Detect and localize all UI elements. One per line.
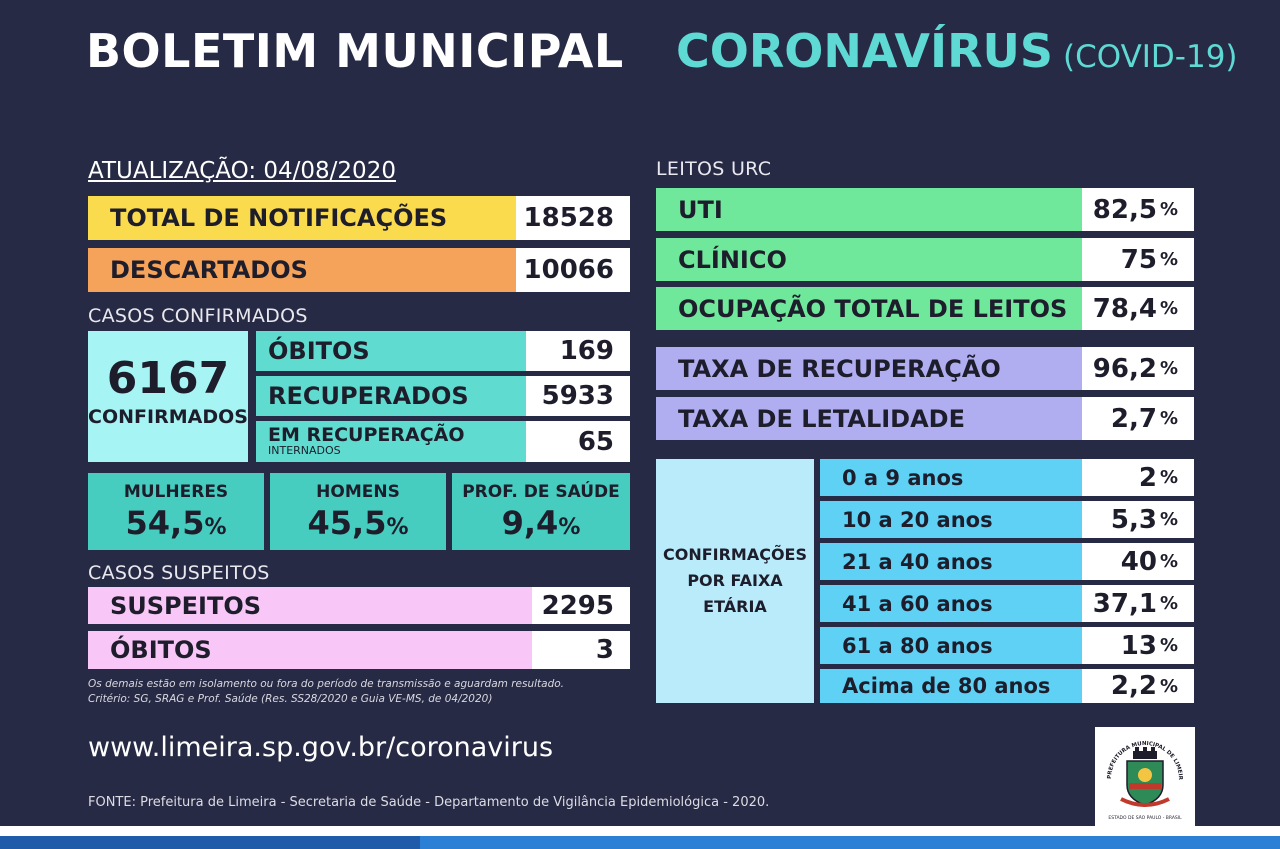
susp-obitos-value: 3 (532, 631, 630, 669)
prof-saude-unit: % (558, 515, 581, 540)
prof-saude-box: PROF. DE SAÚDE 9,4% (452, 473, 630, 550)
coat-of-arms-icon: PREFEITURA MUNICIPAL DE LIMEIRA ESTADO D… (1093, 723, 1183, 821)
taxa-recuperacao-unit: % (1159, 358, 1178, 379)
section-suspeitos: CASOS SUSPEITOS (88, 562, 270, 584)
homens-unit: % (386, 515, 409, 540)
faixa-row-0-unit: % (1159, 467, 1178, 488)
clinico-value: 75 (1120, 244, 1157, 275)
taxa-recuperacao-value: 96,2 (1092, 353, 1157, 384)
uti-value: 82,5 (1092, 194, 1157, 225)
ocupacao-label: OCUPAÇÃO TOTAL DE LEITOS (656, 287, 1082, 330)
source-note: FONTE: Prefeitura de Limeira - Secretari… (88, 795, 770, 810)
confirmados-box: 6167 CONFIRMADOS (88, 331, 248, 462)
footer-stripe-white (0, 826, 1280, 836)
descartados-label: DESCARTADOS (88, 248, 516, 292)
mulheres-value: 54,5 (125, 504, 205, 542)
faixa-row-2-label: 21 a 40 anos (820, 543, 1082, 580)
taxa-letalidade-unit: % (1159, 408, 1178, 429)
mulheres-unit: % (204, 515, 227, 540)
faixa-row-3-unit: % (1159, 593, 1178, 614)
faixa-row-5-unit: % (1159, 675, 1178, 697)
website-url: www.limeira.sp.gov.br/coronavirus (88, 732, 554, 763)
covid-title-main: CORONAVÍRUS (676, 24, 1053, 78)
covid-title-sub: (COVID-19) (1062, 39, 1238, 75)
faixa-title-line-2: POR FAIXA (687, 571, 783, 590)
faixa-row-2-unit: % (1159, 551, 1178, 572)
taxa-letalidade-value: 2,7 (1110, 403, 1157, 434)
ocupacao-unit: % (1159, 298, 1178, 319)
mulheres-value-wrap: 54,5% (88, 504, 264, 542)
faixa-row-4-unit: % (1159, 635, 1178, 656)
faixa-row-3-value-box: 37,1% (1082, 585, 1194, 622)
em-recuperacao-sublabel: INTERNADOS (268, 444, 341, 457)
prefeitura-logo: PREFEITURA MUNICIPAL DE LIMEIRA ESTADO D… (1093, 723, 1195, 827)
section-leitos: LEITOS URC (656, 158, 772, 180)
uti-value-box: 82,5% (1082, 188, 1194, 231)
faixa-row-3-label: 41 a 60 anos (820, 585, 1082, 622)
faixa-row-1-value-box: 5,3% (1082, 501, 1194, 538)
covid-title: CORONAVÍRUS (COVID-19) (676, 24, 1238, 78)
taxa-letalidade-label: TAXA DE LETALIDADE (656, 397, 1082, 440)
clinico-value-box: 75% (1082, 238, 1194, 281)
faixa-row-0-value-box: 2% (1082, 459, 1194, 496)
note-line-1: Os demais estão em isolamento ou fora do… (88, 678, 565, 690)
section-confirmados: CASOS CONFIRMADOS (88, 305, 308, 327)
prof-saude-value: 9,4 (501, 504, 559, 542)
suspeitos-value: 2295 (532, 587, 630, 624)
faixa-row-1-unit: % (1159, 509, 1178, 530)
note-line-2: Critério: SG, SRAG e Prof. Saúde (Res. S… (88, 693, 493, 705)
taxa-recuperacao-value-box: 96,2% (1082, 347, 1194, 390)
recuperados-value: 5933 (526, 376, 630, 416)
faixa-row-1-value: 5,3 (1110, 504, 1157, 535)
faixa-row-0-value: 2 (1138, 462, 1157, 493)
faixa-row-1-label: 10 a 20 anos (820, 501, 1082, 538)
faixa-row-5-value-box: 2,2% (1082, 669, 1194, 703)
taxa-recuperacao-label: TAXA DE RECUPERAÇÃO (656, 347, 1082, 390)
descartados-value: 10066 (516, 248, 630, 292)
susp-obitos-label: ÓBITOS (88, 631, 532, 669)
mulheres-box: MULHERES 54,5% (88, 473, 264, 550)
logo-text-bottom: ESTADO DE SÃO PAULO - BRASIL (1108, 814, 1182, 821)
uti-label: UTI (656, 188, 1082, 231)
prof-saude-value-wrap: 9,4% (452, 504, 630, 542)
prof-saude-label: PROF. DE SAÚDE (462, 482, 620, 502)
ocupacao-value: 78,4 (1092, 293, 1157, 324)
faixa-row-4-label: 61 a 80 anos (820, 627, 1082, 664)
homens-value: 45,5 (307, 504, 387, 542)
homens-label: HOMENS (316, 482, 400, 502)
uti-unit: % (1159, 199, 1178, 220)
faixa-row-5-label: Acima de 80 anos (820, 669, 1082, 703)
faixa-row-4-value: 13 (1120, 630, 1157, 661)
homens-value-wrap: 45,5% (270, 504, 446, 542)
page-title: BOLETIM MUNICIPAL (86, 24, 624, 78)
recuperados-label: RECUPERADOS (256, 376, 526, 416)
em-recuperacao-value: 65 (526, 421, 630, 462)
ocupacao-value-box: 78,4% (1082, 287, 1194, 330)
confirmados-total: 6167 (106, 353, 230, 404)
clinico-unit: % (1159, 249, 1178, 270)
taxa-letalidade-value-box: 2,7% (1082, 397, 1194, 440)
homens-box: HOMENS 45,5% (270, 473, 446, 550)
conf-obitos-value: 169 (526, 331, 630, 371)
faixa-title-line-1: CONFIRMAÇÕES (662, 545, 808, 564)
faixa-row-5-value: 2,2 (1110, 671, 1157, 701)
conf-obitos-label: ÓBITOS (256, 331, 526, 371)
footer-stripe-lightblue (420, 836, 1280, 849)
notificacoes-value: 18528 (516, 196, 630, 240)
faixa-row-2-value-box: 40% (1082, 543, 1194, 580)
suspeitos-label: SUSPEITOS (88, 587, 532, 624)
em-recuperacao-label: EM RECUPERAÇÃO (268, 424, 465, 446)
update-date: ATUALIZAÇÃO: 04/08/2020 (88, 158, 396, 184)
em-recuperacao-label-box: EM RECUPERAÇÃO INTERNADOS (256, 421, 526, 462)
confirmados-total-label: CONFIRMADOS (88, 406, 248, 428)
notificacoes-label: TOTAL DE NOTIFICAÇÕES (88, 196, 516, 240)
faixa-title-line-3: ETÁRIA (703, 597, 767, 616)
faixa-etaria-title-box: CONFIRMAÇÕES POR FAIXA ETÁRIA (656, 459, 814, 703)
mulheres-label: MULHERES (123, 482, 229, 502)
faixa-row-3-value: 37,1 (1092, 588, 1157, 619)
faixa-row-0-label: 0 a 9 anos (820, 459, 1082, 496)
clinico-label: CLÍNICO (656, 238, 1082, 281)
faixa-row-4-value-box: 13% (1082, 627, 1194, 664)
faixa-row-2-value: 40 (1120, 546, 1157, 577)
